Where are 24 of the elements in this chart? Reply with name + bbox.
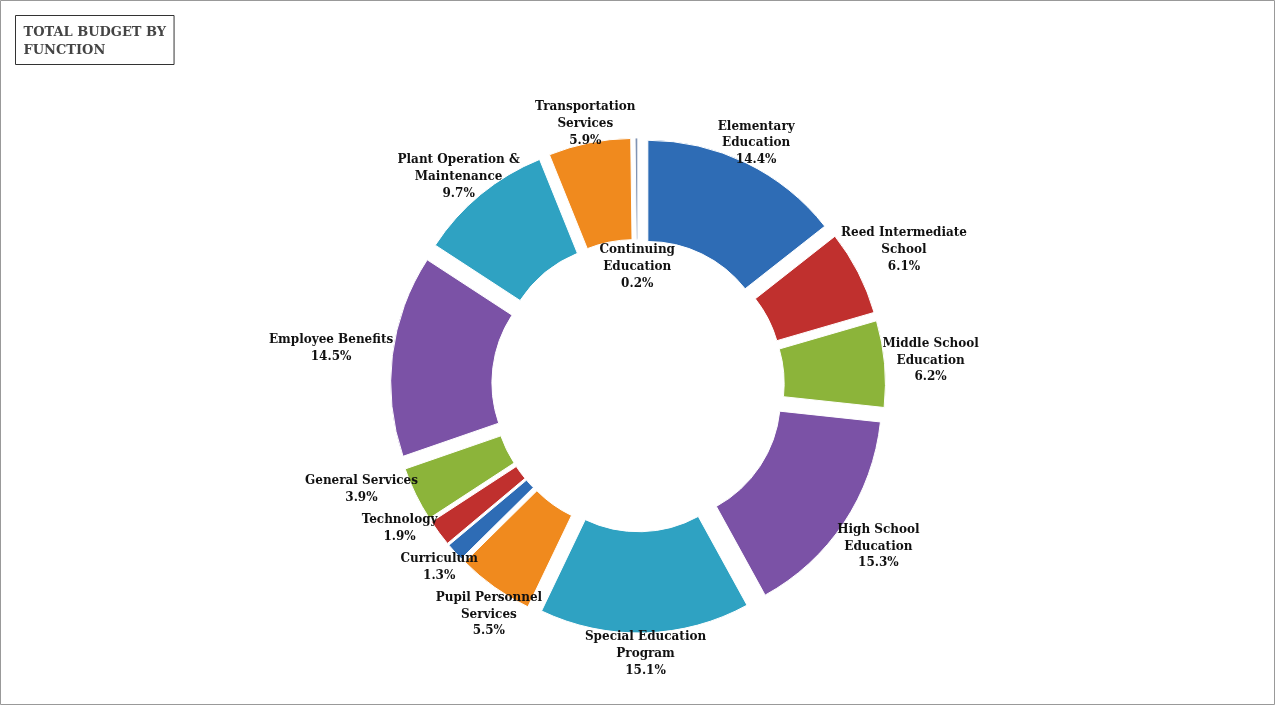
slice-label: Special Education Program [584, 628, 707, 660]
slice-label: Middle School Education [882, 335, 980, 367]
data-label: 5.5% [472, 623, 506, 638]
data-label: 9.7% [442, 185, 476, 200]
data-label: 1.3% [423, 567, 456, 582]
data-label: 14.4% [735, 152, 778, 167]
data-label: 3.9% [345, 489, 379, 504]
slice-label: Continuing Education [599, 242, 676, 273]
data-label: 15.3% [858, 555, 900, 570]
slice-label: Technology [361, 512, 439, 527]
data-label: 6.2% [914, 369, 948, 384]
slice-label: Reed Intermediate School [841, 225, 968, 256]
data-label: 1.9% [383, 529, 417, 544]
slice-label: Employee Benefits [268, 332, 394, 347]
slice-label: Plant Operation & Maintenance [397, 152, 520, 183]
data-label: 15.1% [625, 662, 667, 677]
data-label: 5.9% [569, 132, 603, 147]
slice-label: High School Education [837, 521, 921, 553]
slice-label: Elementary Education [717, 118, 796, 150]
text: TOTAL BUDGET BY FUNCTION [23, 23, 167, 57]
data-label: 6.1% [887, 258, 921, 273]
data-label: 0.2% [621, 275, 654, 290]
data-label: 14.5% [310, 349, 352, 364]
slice-label: Transportation Services [535, 99, 636, 130]
